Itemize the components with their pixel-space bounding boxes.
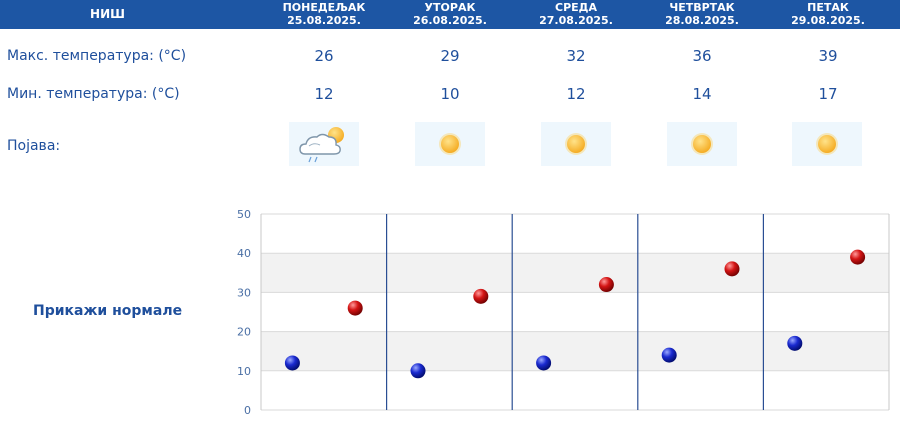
min-temp-value: 12 [566, 85, 586, 103]
day-header-3: СРЕДА 27.08.2025. [513, 1, 639, 27]
y-tick-label: 30 [237, 286, 251, 299]
weather-icon-box [289, 122, 359, 166]
chart-band [261, 331, 889, 371]
max-temp-value: 29 [440, 47, 460, 65]
day-name: УТОРАК [424, 1, 476, 14]
sun-icon [565, 133, 587, 155]
max-temp-point [850, 249, 866, 265]
sun-icon [816, 133, 838, 155]
min-temp-point [787, 335, 803, 351]
max-temp-value: 32 [566, 47, 586, 65]
day-name: ПОНЕДЕЉАК [282, 1, 366, 14]
max-temp-point [473, 288, 489, 304]
day-header-5: ПЕТАК 29.08.2025. [765, 1, 891, 27]
day-date: 27.08.2025. [539, 14, 613, 27]
min-temp-label: Мин. температура: (°C) [7, 86, 180, 102]
sun-icon [691, 133, 713, 155]
day-date: 28.08.2025. [665, 14, 739, 27]
min-temp-value: 12 [314, 85, 334, 103]
max-temp-point [598, 277, 614, 293]
y-tick-label: 20 [237, 326, 251, 339]
show-normals-link[interactable]: Прикажи нормале [33, 303, 183, 319]
y-tick-label: 10 [237, 365, 251, 378]
day-date: 26.08.2025. [413, 14, 487, 27]
max-temp-label: Макс. температура: (°C) [7, 48, 187, 64]
min-temp-point [536, 355, 552, 371]
weather-icon-box [541, 122, 611, 166]
weather-icon-box [792, 122, 862, 166]
phenomenon-label: Појава: [7, 138, 61, 154]
min-temp-value: 17 [818, 85, 838, 103]
day-header-4: ЧЕТВРТАК 28.08.2025. [639, 1, 765, 27]
day-name: ЧЕТВРТАК [669, 1, 735, 14]
forecast-header: НИШ ПОНЕДЕЉАК 25.08.2025. УТОРАК 26.08.2… [0, 0, 900, 29]
min-temp-value: 14 [692, 85, 712, 103]
chart-band [261, 253, 889, 293]
min-temp-value: 10 [440, 85, 460, 103]
max-temp-point [724, 261, 740, 277]
day-date: 29.08.2025. [791, 14, 865, 27]
day-header-2: УТОРАК 26.08.2025. [387, 1, 513, 27]
y-tick-label: 40 [237, 247, 251, 260]
day-name: СРЕДА [555, 1, 597, 14]
max-temp-value: 36 [692, 47, 712, 65]
day-name: ПЕТАК [807, 1, 849, 14]
max-temp-point [347, 300, 363, 316]
max-temp-value: 26 [314, 47, 334, 65]
city-name: НИШ [90, 7, 125, 21]
min-temp-point [284, 355, 300, 371]
day-header-1: ПОНЕДЕЉАК 25.08.2025. [261, 1, 387, 27]
min-temp-point [410, 363, 426, 379]
y-tick-label: 50 [237, 208, 251, 221]
weather-icon-box [415, 122, 485, 166]
day-date: 25.08.2025. [287, 14, 361, 27]
min-temp-point [661, 347, 677, 363]
y-tick-label: 0 [244, 404, 251, 417]
cloud-rain-sun-icon [299, 127, 344, 163]
weather-icon-box [667, 122, 737, 166]
sun-icon [439, 133, 461, 155]
max-temp-value: 39 [818, 47, 838, 65]
